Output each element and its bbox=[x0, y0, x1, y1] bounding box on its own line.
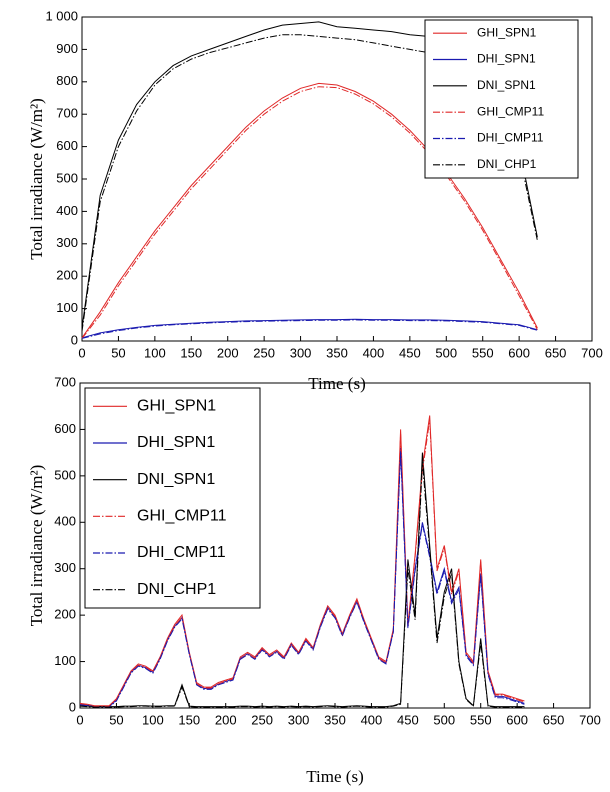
y-tick-label: 0 bbox=[69, 699, 76, 714]
x-tick-label: 700 bbox=[581, 345, 603, 360]
legend: GHI_SPN1 DHI_SPN1 DNI_SPN1 GHI_CMP11 DHI_CMP… bbox=[84, 387, 261, 609]
series-line bbox=[79, 420, 525, 707]
y-tick-label: 500 bbox=[56, 170, 78, 185]
x-tick-label: 300 bbox=[288, 712, 310, 727]
legend-label: DNI_CHP1 bbox=[477, 157, 537, 171]
x-tick-label: 550 bbox=[472, 345, 494, 360]
y-tick-label: 100 bbox=[56, 300, 78, 315]
x-tick-label: 100 bbox=[144, 345, 166, 360]
legend-box bbox=[424, 19, 579, 179]
y-tick-label: 700 bbox=[56, 106, 78, 121]
y-tick-label: 400 bbox=[54, 514, 76, 529]
series-line bbox=[81, 319, 538, 339]
x-tick-label: 600 bbox=[508, 345, 530, 360]
x-tick-label: 400 bbox=[361, 712, 383, 727]
y-tick-label: 200 bbox=[54, 607, 76, 622]
x-tick-label: 150 bbox=[178, 712, 200, 727]
y-tick-label: 800 bbox=[56, 73, 78, 88]
legend-label: GHI_CMP11 bbox=[137, 508, 227, 525]
x-tick-label: 350 bbox=[326, 345, 348, 360]
x-tick-label: 650 bbox=[545, 345, 567, 360]
x-tick-label: 0 bbox=[78, 345, 85, 360]
x-tick-label: 150 bbox=[180, 345, 202, 360]
series-line bbox=[79, 452, 525, 708]
x-tick-label: 50 bbox=[111, 345, 125, 360]
series-line bbox=[81, 86, 538, 339]
x-tick-label: 550 bbox=[470, 712, 492, 727]
x-tick-label: 250 bbox=[253, 345, 275, 360]
y-tick-label: 300 bbox=[56, 235, 78, 250]
y-tick-label: 600 bbox=[54, 421, 76, 436]
legend-label: DHI_CMP11 bbox=[477, 131, 544, 145]
x-tick-label: 600 bbox=[506, 712, 528, 727]
x-tick-label: 450 bbox=[397, 712, 419, 727]
y-axis-label: Total irradiance (W/m²) bbox=[27, 465, 46, 627]
legend-label: DHI_CMP11 bbox=[137, 544, 226, 561]
y-tick-label: 700 bbox=[54, 374, 76, 389]
x-tick-label: 500 bbox=[435, 345, 457, 360]
legend-label: DNI_SPN1 bbox=[477, 78, 536, 92]
x-tick-label: 50 bbox=[109, 712, 123, 727]
y-tick-label: 100 bbox=[54, 653, 76, 668]
legend-label: DNI_SPN1 bbox=[137, 471, 215, 488]
x-tick-label: 300 bbox=[290, 345, 312, 360]
legend-label: GHI_SPN1 bbox=[137, 398, 216, 415]
legend: GHI_SPN1 DHI_SPN1 DNI_SPN1 GHI_CMP11 DHI_CMP… bbox=[424, 19, 579, 179]
series-line bbox=[81, 82, 538, 339]
y-tick-label: 600 bbox=[56, 138, 78, 153]
y-tick-label: 0 bbox=[71, 332, 78, 347]
y-tick-label: 400 bbox=[56, 203, 78, 218]
x-tick-label: 250 bbox=[251, 712, 273, 727]
legend-box bbox=[84, 387, 261, 609]
x-tick-label: 650 bbox=[543, 712, 565, 727]
x-tick-label: 350 bbox=[324, 712, 346, 727]
x-tick-label: 500 bbox=[433, 712, 455, 727]
series-line bbox=[79, 461, 525, 708]
y-axis-label: Total irradiance (W/m²) bbox=[27, 98, 46, 260]
x-tick-label: 200 bbox=[215, 712, 237, 727]
legend-label: DHI_SPN1 bbox=[137, 434, 215, 451]
x-tick-label: 400 bbox=[363, 345, 385, 360]
x-tick-label: 450 bbox=[399, 345, 421, 360]
x-tick-label: 100 bbox=[142, 712, 164, 727]
x-axis-label: Time (s) bbox=[306, 767, 363, 786]
y-tick-label: 500 bbox=[54, 467, 76, 482]
x-tick-label: 200 bbox=[217, 345, 239, 360]
y-tick-label: 300 bbox=[54, 560, 76, 575]
series-line bbox=[81, 318, 538, 339]
legend-label: DNI_CHP1 bbox=[137, 581, 216, 598]
x-tick-label: 700 bbox=[579, 712, 601, 727]
legend-label: DHI_SPN1 bbox=[477, 52, 536, 66]
y-tick-label: 1 000 bbox=[45, 8, 78, 23]
y-tick-label: 200 bbox=[56, 268, 78, 283]
legend-label: GHI_SPN1 bbox=[477, 25, 537, 39]
x-tick-label: 0 bbox=[76, 712, 83, 727]
series-line bbox=[79, 452, 525, 708]
y-tick-label: 900 bbox=[56, 41, 78, 56]
legend-label: GHI_CMP11 bbox=[477, 104, 544, 118]
